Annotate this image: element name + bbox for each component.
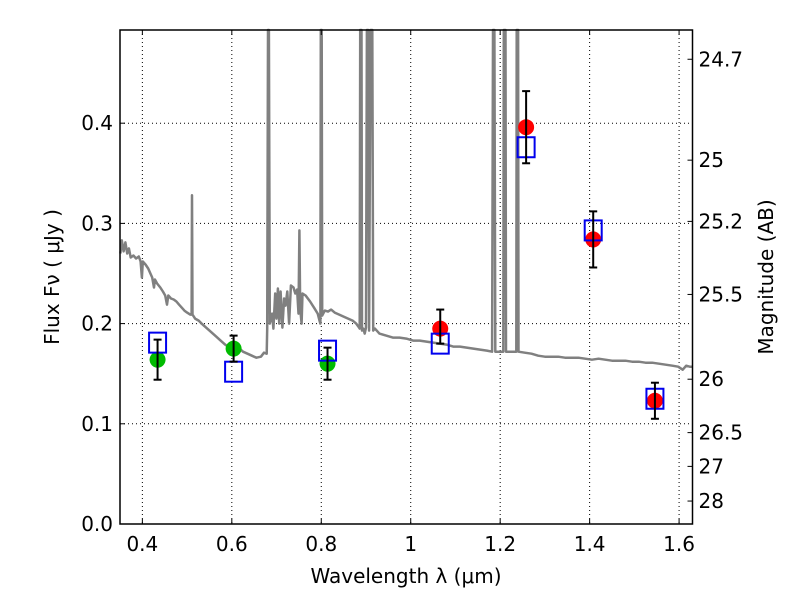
y-right-tick-label: 24.7 [699,47,744,71]
x-tick-label: 1.2 [484,532,516,556]
y-right-tick-label: 26.5 [699,421,744,445]
plot-frame [119,29,694,525]
x-tick-label: 1.4 [574,532,606,556]
model-spectrum-layer [119,28,693,371]
y-right-tick-label: 26 [699,367,724,391]
x-axis-label: Wavelength λ (μm) [310,564,501,588]
y-tick-label: 0.2 [81,312,113,336]
y-tick-label: 0.0 [81,512,113,536]
data-points-layer [148,90,665,420]
model-box-marker [224,360,244,383]
x-tick-label: 1 [404,532,417,556]
y-right-tick-label: 25.5 [699,282,744,306]
y-axis-label: Flux Fν ( μJy ) [40,209,64,345]
y-right-axis-label: Magnitude (AB) [754,199,778,354]
y-right-tick-label: 27 [699,454,724,478]
y-right-tick-label: 25.2 [699,209,744,233]
y-tick-label: 0.3 [81,211,113,235]
y-right-tick-label: 28 [699,489,724,513]
y-tick-label: 0.4 [81,111,113,135]
x-tick-label: 0.8 [305,532,337,556]
x-tick-label: 0.4 [126,532,158,556]
ticks: 0.4 0.6 0.8 1 1.2 1.4 1.6 0.0 0.1 0.2 0.3 0.4 24.7 25… [81,30,743,556]
grid [120,30,693,524]
x-tick-label: 1.6 [663,532,695,556]
y-tick-label: 0.1 [81,412,113,436]
model-spectrum-line [119,28,693,371]
x-tick-label: 0.6 [216,532,248,556]
y-right-tick-label: 25 [699,148,724,172]
